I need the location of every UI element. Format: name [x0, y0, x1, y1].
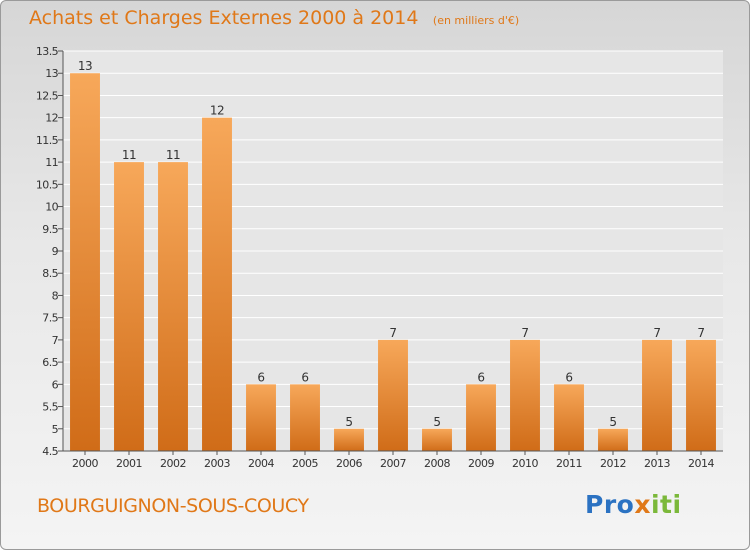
x-tick-label: 2003 [204, 457, 230, 470]
data-label: 7 [697, 326, 704, 340]
y-tick-label: 8.5 [42, 267, 58, 280]
logo-part-pro: Pro [585, 490, 635, 519]
bar [422, 428, 452, 451]
bar [510, 339, 540, 451]
y-tick-label: 6.5 [42, 356, 58, 369]
y-tick-label: 13 [45, 67, 58, 80]
x-tick-label: 2006 [336, 457, 362, 470]
data-label: 7 [653, 326, 660, 340]
proxiti-logo[interactable]: Proxiti [585, 490, 682, 519]
x-tick-label: 2012 [600, 457, 626, 470]
bar [598, 428, 628, 451]
y-tick-label: 4.5 [42, 445, 58, 458]
data-label: 5 [433, 415, 440, 429]
bar [246, 384, 276, 451]
data-label: 11 [166, 148, 180, 162]
y-tick-label: 13.5 [36, 45, 59, 58]
data-label: 5 [609, 415, 616, 429]
x-tick-label: 2011 [556, 457, 582, 470]
y-tick-label: 9.5 [42, 223, 58, 236]
x-tick-label: 2004 [248, 457, 274, 470]
y-tick-label: 11.5 [36, 134, 59, 147]
bar [202, 117, 232, 452]
title-row: Achats et Charges Externes 2000 à 2014 (… [29, 7, 519, 29]
y-tick-label: 12 [45, 112, 58, 125]
bar [290, 384, 320, 451]
x-tick-label: 2007 [380, 457, 406, 470]
data-label: 7 [521, 326, 528, 340]
commune-name: BOURGUIGNON-SOUS-COUCY [37, 495, 309, 517]
data-label: 11 [122, 148, 136, 162]
bar [114, 162, 144, 451]
data-label: 6 [301, 370, 308, 384]
bar [158, 162, 188, 451]
x-tick-label: 2008 [424, 457, 450, 470]
y-tick-label: 11 [45, 156, 58, 169]
bar [642, 339, 672, 451]
y-tick-label: 12.5 [36, 89, 59, 102]
y-axis: 4.5 5 5.5 6 6.5 7 7.5 8 8.5 9 9.5 10 10.5 11 11.5 12 12.… [36, 45, 64, 458]
chart-title: Achats et Charges Externes 2000 à 2014 [29, 7, 419, 29]
x-tick-label: 2002 [160, 457, 186, 470]
y-tick-label: 7 [52, 334, 59, 347]
y-tick-label: 5 [52, 423, 59, 436]
x-tick-label: 2010 [512, 457, 538, 470]
bar [686, 339, 716, 451]
bar [378, 339, 408, 451]
y-tick-label: 6 [52, 378, 59, 391]
bars: 13 11 11 12 6 6 5 7 5 6 7 6 5 7 7 [70, 59, 716, 452]
data-label: 5 [345, 415, 352, 429]
data-label: 6 [565, 370, 572, 384]
x-tick-label: 2009 [468, 457, 494, 470]
data-label: 7 [389, 326, 396, 340]
y-tick-label: 8 [52, 289, 59, 302]
bar [70, 73, 100, 451]
data-label: 13 [78, 59, 92, 73]
y-tick-label: 10 [45, 201, 58, 214]
logo-part-iti: iti [650, 490, 682, 519]
y-tick-label: 9 [52, 245, 59, 258]
chart-unit: (en milliers d'€) [432, 14, 520, 27]
y-tick-label: 5.5 [42, 401, 58, 414]
x-tick-label: 2000 [72, 457, 98, 470]
x-axis: 2000 2001 2002 2003 2004 2005 2006 2007 2008 2009… [63, 450, 723, 470]
x-tick-label: 2001 [116, 457, 142, 470]
data-label: 6 [257, 370, 264, 384]
bar [466, 384, 496, 451]
x-tick-label: 2014 [688, 457, 714, 470]
y-tick-label: 10.5 [36, 178, 59, 191]
x-tick-label: 2013 [644, 457, 670, 470]
data-label: 12 [210, 104, 224, 118]
bar [554, 384, 584, 451]
y-tick-label: 7.5 [42, 312, 58, 325]
x-tick-label: 2005 [292, 457, 318, 470]
logo-part-x: x [634, 490, 651, 519]
data-label: 6 [477, 370, 484, 384]
bar [334, 428, 364, 451]
